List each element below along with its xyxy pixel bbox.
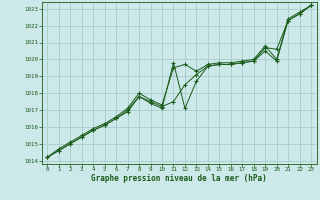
X-axis label: Graphe pression niveau de la mer (hPa): Graphe pression niveau de la mer (hPa) <box>91 174 267 183</box>
